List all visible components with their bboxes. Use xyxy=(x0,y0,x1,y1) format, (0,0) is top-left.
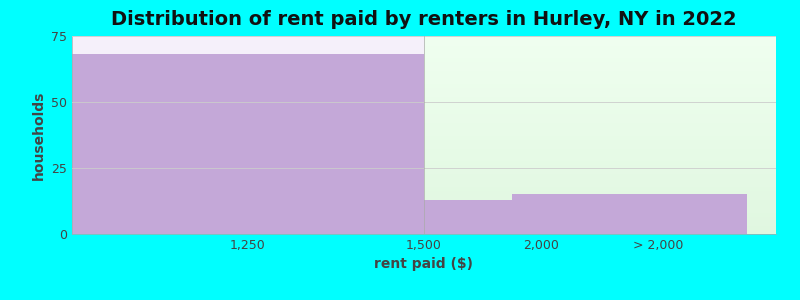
Bar xyxy=(512,194,630,234)
Bar xyxy=(424,200,542,234)
Bar xyxy=(72,55,424,234)
Y-axis label: households: households xyxy=(31,90,46,180)
Bar xyxy=(72,36,424,234)
Title: Distribution of rent paid by renters in Hurley, NY in 2022: Distribution of rent paid by renters in … xyxy=(111,10,737,29)
X-axis label: rent paid ($): rent paid ($) xyxy=(374,257,474,272)
Bar xyxy=(630,194,746,234)
